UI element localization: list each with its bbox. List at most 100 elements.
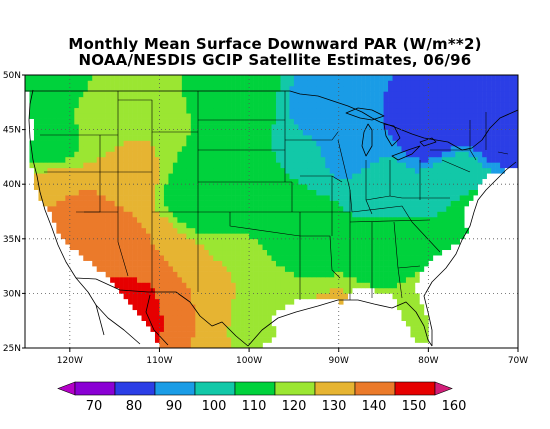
heat-cell [513, 96, 518, 103]
heat-cell [410, 140, 416, 147]
heat-cell [163, 135, 169, 141]
heat-cell [253, 200, 259, 207]
heat-cell [450, 96, 456, 103]
heat-cell [414, 331, 420, 338]
heat-cell [428, 233, 434, 240]
heat-cell [204, 189, 210, 196]
heat-cell [244, 233, 250, 240]
heat-cell [105, 271, 111, 278]
heat-cell [441, 96, 447, 103]
heat-cell [65, 173, 71, 180]
heat-cell [477, 178, 483, 185]
heat-cell [222, 91, 227, 98]
heat-cell [284, 129, 290, 136]
heat-cell [240, 189, 245, 196]
heat-cell [186, 266, 192, 272]
heat-cell [280, 96, 286, 103]
heat-cell [177, 249, 183, 256]
heat-cell [249, 271, 254, 278]
heat-cell [119, 211, 124, 218]
heat-cell [29, 75, 35, 81]
heat-cell [177, 342, 183, 348]
heat-cell [392, 271, 398, 278]
heat-cell [190, 266, 196, 272]
heat-cell [468, 178, 474, 185]
heat-cell [222, 145, 227, 152]
heat-cell [379, 216, 384, 223]
heat-cell [428, 85, 434, 92]
heat-cell [347, 145, 353, 152]
heat-cell [110, 249, 115, 256]
heat-cell [217, 260, 223, 267]
heat-cell [414, 151, 420, 158]
heat-cell [150, 167, 156, 174]
heat-cell [396, 96, 402, 103]
heat-cell [105, 129, 111, 136]
heat-cell [146, 140, 151, 147]
heat-cell [208, 129, 214, 136]
heat-cell [275, 162, 281, 169]
heat-cell [87, 173, 93, 180]
heat-cell [105, 85, 111, 92]
heat-cell [468, 135, 474, 141]
heat-cell [352, 216, 357, 223]
heat-cell [383, 255, 389, 261]
heat-cell [338, 173, 344, 180]
heat-cell [267, 178, 272, 185]
heat-cell [253, 129, 259, 136]
heat-cell [240, 178, 245, 185]
heat-cell [249, 113, 254, 119]
heat-cell [204, 287, 210, 294]
heat-cell [289, 107, 295, 114]
heat-cell [343, 107, 348, 114]
heat-cell [293, 167, 299, 174]
heat-cell [441, 238, 447, 245]
heat-cell [119, 80, 124, 87]
heat-cell [141, 255, 147, 261]
us-mexico-border [75, 277, 249, 347]
heat-cell [262, 287, 268, 294]
heat-cell [284, 287, 290, 294]
heat-cell [379, 118, 384, 125]
heat-cell [298, 244, 304, 251]
heat-cell [168, 298, 174, 305]
heat-cell [213, 233, 219, 240]
heat-cell [504, 145, 510, 152]
heat-cell [361, 277, 366, 283]
heat-cell [432, 189, 438, 196]
heat-cell [334, 145, 340, 152]
heat-cell [83, 75, 89, 81]
heat-cell [289, 222, 295, 229]
heat-cell [388, 206, 393, 212]
heat-cell [441, 75, 447, 81]
heat-cell [213, 320, 219, 327]
heat-cell [186, 195, 192, 201]
heat-cell [338, 124, 344, 130]
heat-cell [65, 227, 71, 234]
heat-cell [154, 102, 160, 109]
heat-cell [361, 80, 366, 87]
heat-cell [217, 266, 223, 272]
heat-cell [181, 255, 187, 261]
heat-cell [74, 85, 80, 92]
heat-cell [455, 156, 461, 163]
heat-cell [325, 200, 331, 207]
pacific-coast [28, 89, 105, 336]
heat-cell [101, 96, 106, 103]
heat-cell [217, 135, 223, 141]
heat-cell [181, 162, 187, 169]
heat-cell [392, 222, 398, 229]
heat-cell [370, 244, 375, 251]
heat-cell [244, 96, 250, 103]
heat-cell [338, 75, 344, 81]
heat-cell [78, 167, 84, 174]
heat-cell [51, 151, 57, 158]
heat-cell [459, 167, 465, 174]
heat-cell [150, 216, 156, 223]
heat-cell [423, 244, 429, 251]
heat-cell [244, 107, 250, 114]
heat-cell [432, 249, 438, 256]
heat-cell [137, 102, 142, 109]
heat-cell [253, 167, 259, 174]
heat-cell [307, 293, 313, 300]
